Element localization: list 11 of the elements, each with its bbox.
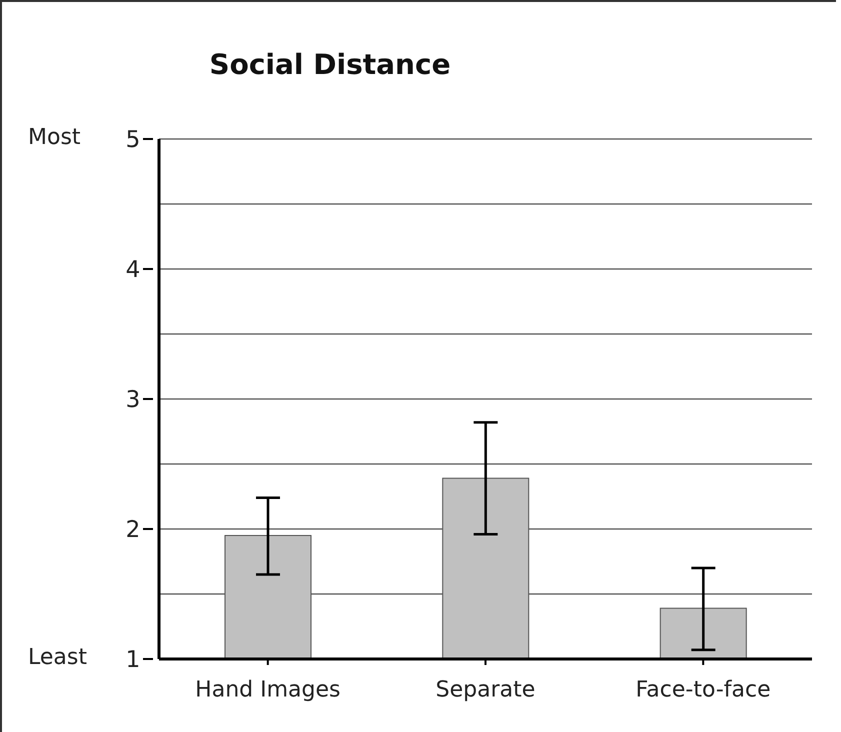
text: Most [28, 125, 81, 150]
chart-title: Social Distance [208, 48, 452, 81]
y-tick-label: 3 [126, 387, 140, 413]
text: Least [28, 645, 87, 670]
y-tick-label: 2 [126, 517, 140, 543]
x-tick-label: Separate [436, 678, 536, 703]
x-tick-label: Hand Images [195, 678, 340, 703]
y-tick-label: 1 [126, 647, 140, 673]
y-tick-label: 5 [126, 127, 140, 153]
y-tick-label: 4 [126, 257, 140, 283]
x-tick-label: Face-to-face [636, 678, 771, 703]
